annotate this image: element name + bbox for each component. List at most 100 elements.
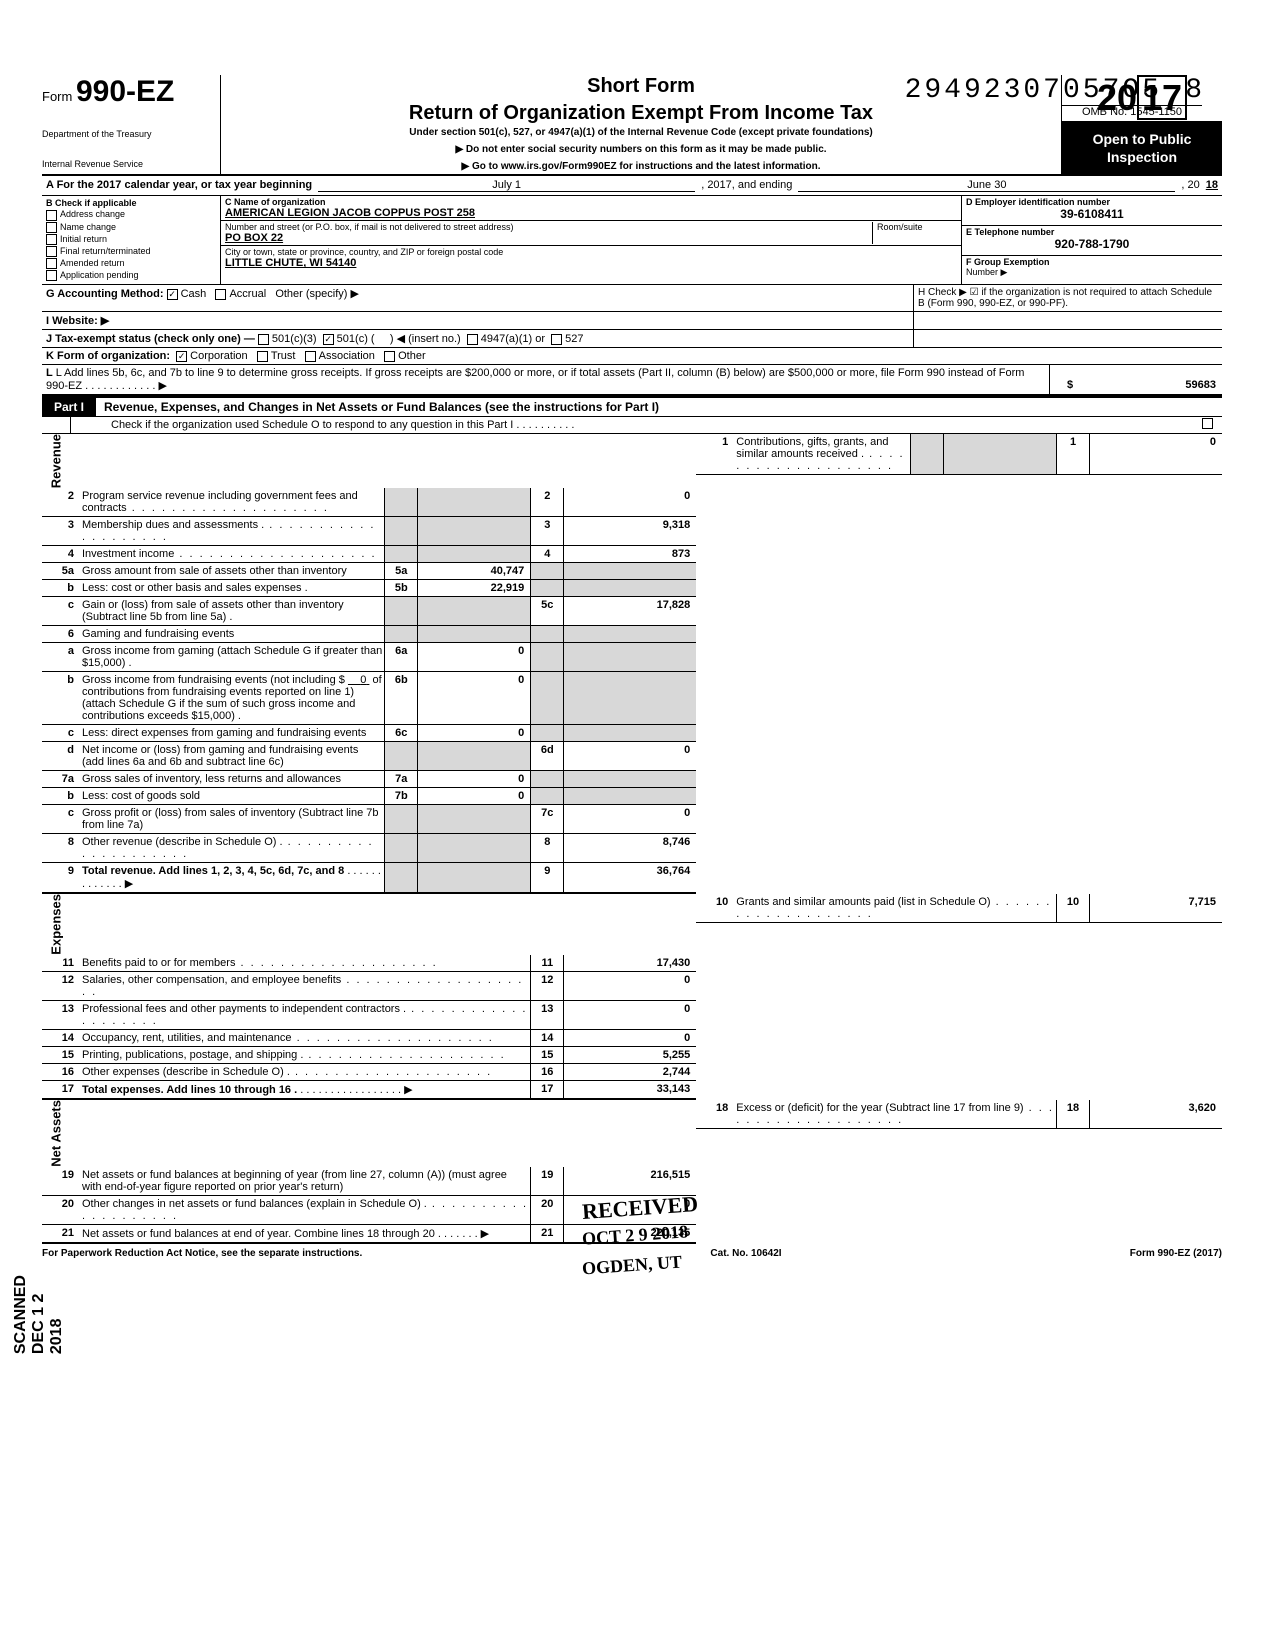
checkbox-other[interactable] [384, 351, 395, 362]
row-desc: Gaming and fundraising events [80, 626, 384, 642]
row-desc: Printing, publications, postage, and shi… [80, 1047, 530, 1063]
c-city-label: City or town, state or province, country… [225, 247, 503, 257]
line-g-h: G Accounting Method: ✓Cash Accrual Other… [42, 285, 1222, 312]
checkbox-icon[interactable] [46, 270, 57, 281]
row-desc: Gross amount from sale of assets other t… [80, 563, 384, 579]
expenses-side-label: Expenses [42, 894, 70, 955]
dln-number: 29492307057O5 [905, 75, 1162, 106]
row-desc: Professional fees and other payments to … [80, 1001, 530, 1029]
name-address-col: C Name of organization AMERICAN LEGION J… [221, 196, 961, 284]
line-a-begin: July 1 [318, 179, 695, 192]
checkbox-accrual[interactable] [215, 289, 226, 300]
row-rv: 8,746 [564, 834, 696, 862]
row-num: 10 [696, 894, 734, 922]
row-21-text: Net assets or fund balances at end of ye… [82, 1228, 435, 1240]
row-desc: Less: cost or other basis and sales expe… [80, 580, 384, 596]
row-desc: Program service revenue including govern… [80, 488, 384, 516]
phone-value: 920-788-1790 [966, 237, 1218, 251]
entity-block: B Check if applicable Address change Nam… [42, 196, 1222, 285]
chk-name-label: Name change [60, 222, 116, 232]
j-501c3: 501(c)(3) [272, 333, 317, 345]
checkbox-501c[interactable]: ✓ [323, 334, 334, 345]
line-a-label: A For the 2017 calendar year, or tax yea… [46, 179, 312, 192]
form-number-cell: Form 990-EZ Department of the Treasury I… [42, 75, 221, 174]
f-label: F Group Exemption [966, 257, 1050, 267]
row-rn: 15 [530, 1047, 564, 1063]
row-desc: Other changes in net assets or fund bala… [80, 1196, 530, 1224]
row-desc: Total expenses. Add lines 10 through 16 … [80, 1081, 530, 1098]
row-desc: Other revenue (describe in Schedule O) . [80, 834, 384, 862]
chk-final-label: Final return/terminated [60, 246, 151, 256]
row-rn: 20 [530, 1196, 564, 1224]
row-mn: 6c [384, 725, 418, 741]
j-527: 527 [565, 333, 583, 345]
checkbox-527[interactable] [551, 334, 562, 345]
k-label: K Form of organization: [46, 350, 170, 362]
row-rn: 4 [530, 546, 564, 562]
row-rv: 0 [564, 1001, 696, 1029]
row-6b-blank: 0 [360, 674, 366, 686]
row-rn: 19 [530, 1167, 564, 1195]
checkbox-trust[interactable] [257, 351, 268, 362]
row-rv: 2,744 [564, 1064, 696, 1080]
c-street-cell: Number and street (or P.O. box, if mail … [221, 221, 961, 246]
checkbox-4947[interactable] [467, 334, 478, 345]
h-cont [913, 312, 1222, 329]
row-mv: 0 [418, 643, 530, 671]
checkbox-icon[interactable] [46, 222, 57, 233]
row-rn: 7c [530, 805, 564, 833]
checkbox-icon[interactable] [46, 258, 57, 269]
row-rv: 0 [564, 742, 696, 770]
row-rv: 36,764 [564, 863, 696, 892]
checkbox-501c3[interactable] [258, 334, 269, 345]
d-label: D Employer identification number [966, 197, 1110, 207]
row-rv: 873 [564, 546, 696, 562]
form-number: Form 990-EZ [42, 75, 212, 109]
row-rn: 14 [530, 1030, 564, 1046]
checkbox-icon[interactable] [46, 234, 57, 245]
checkbox-cash[interactable]: ✓ [167, 289, 178, 300]
row-rv: 0 [564, 972, 696, 1000]
checkbox-icon[interactable] [46, 246, 57, 257]
footer-left: For Paperwork Reduction Act Notice, see … [42, 1248, 362, 1259]
checkbox-corp[interactable]: ✓ [176, 351, 187, 362]
row-desc: Benefits paid to or for members [80, 955, 530, 971]
row-num: 16 [42, 1064, 80, 1080]
row-mn: 6a [384, 643, 418, 671]
j-insert: ) ◀ (insert no.) [390, 333, 461, 345]
row-num: 2 [42, 488, 80, 516]
c-label: C Name of organization [225, 197, 326, 207]
f-group-cell: F Group Exemption Number ▶ [962, 256, 1222, 285]
i-label: I Website: ▶ [46, 315, 109, 327]
room-suite-label: Room/suite [872, 222, 957, 244]
part1-check-row: Check if the organization used Schedule … [42, 417, 1222, 434]
row-rv: 5,255 [564, 1047, 696, 1063]
row-num: 14 [42, 1030, 80, 1046]
row-num: c [42, 597, 80, 625]
row-num: 20 [42, 1196, 80, 1224]
row-num: b [42, 788, 80, 804]
row-rn: 9 [530, 863, 564, 892]
row-rv: 17,430 [564, 955, 696, 971]
section-b-checks: B Check if applicable Address change Nam… [42, 196, 221, 284]
row-desc: Gross income from gaming (attach Schedul… [80, 643, 384, 671]
form-page: 29492307057O5 8 OMB No. 1545-1150 SCANNE… [42, 75, 1222, 1259]
form-prefix: Form [42, 89, 72, 104]
line-a-mid: , 2017, and ending [701, 179, 792, 192]
checkbox-assoc[interactable] [305, 351, 316, 362]
footer-mid: Cat. No. 10642I [710, 1248, 781, 1259]
row-desc: Contributions, gifts, grants, and simila… [734, 434, 910, 474]
row-rv: 3,620 [1090, 1100, 1222, 1128]
row-desc: Less: direct expenses from gaming and fu… [80, 725, 384, 741]
row-rv: 220,135 [564, 1225, 696, 1242]
j-501c: 501(c) ( [337, 333, 375, 345]
checkbox-schedule-o[interactable] [1202, 418, 1213, 429]
dollar-sign: $ [1049, 365, 1090, 394]
k-other: Other [398, 350, 426, 362]
row-rv: 0 [564, 488, 696, 516]
checkbox-icon[interactable] [46, 210, 57, 221]
row-rn: 8 [530, 834, 564, 862]
row-rv: 7,715 [1090, 894, 1222, 922]
city-state-zip: LITTLE CHUTE, WI 54140 [225, 257, 356, 269]
row-rn: 2 [530, 488, 564, 516]
